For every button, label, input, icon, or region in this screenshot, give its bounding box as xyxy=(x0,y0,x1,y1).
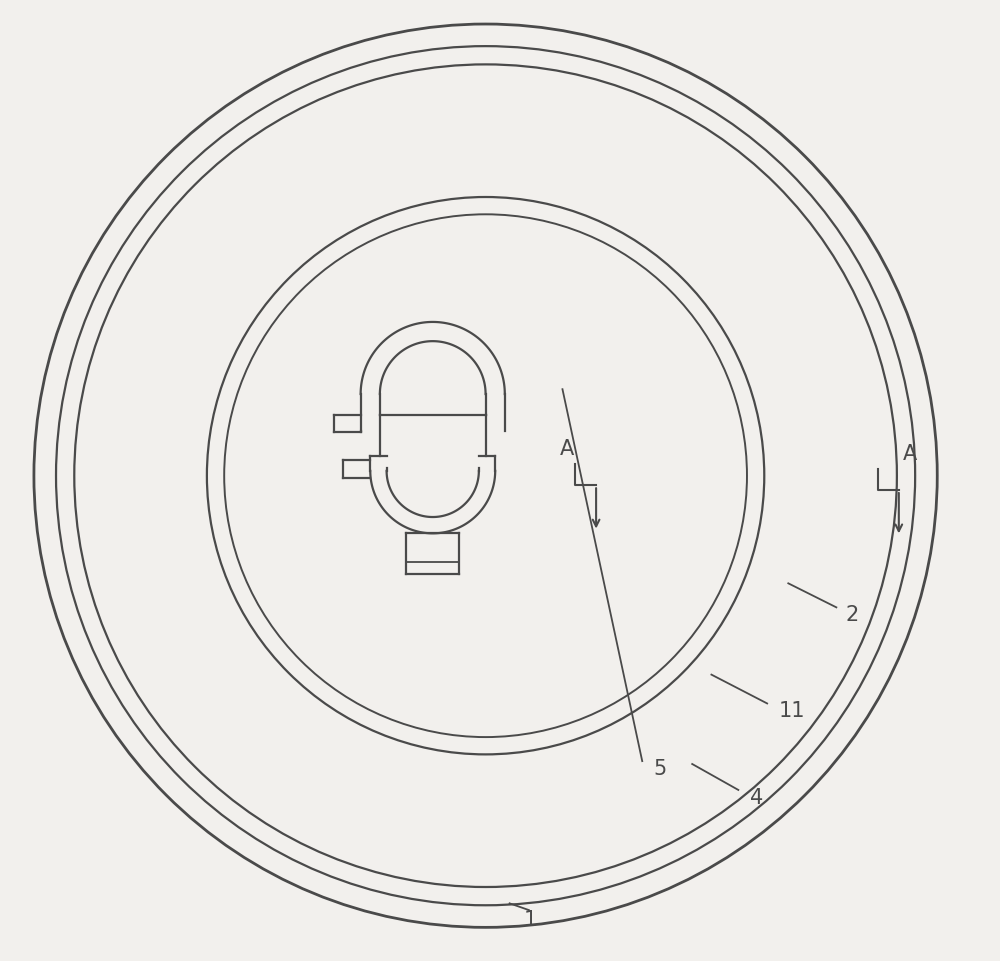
Text: 11: 11 xyxy=(779,702,805,721)
Text: 5: 5 xyxy=(654,759,667,778)
Text: 1: 1 xyxy=(524,910,537,929)
Text: 2: 2 xyxy=(846,605,859,625)
Text: 4: 4 xyxy=(750,788,763,807)
Text: A: A xyxy=(903,444,917,464)
Text: A: A xyxy=(560,439,574,459)
